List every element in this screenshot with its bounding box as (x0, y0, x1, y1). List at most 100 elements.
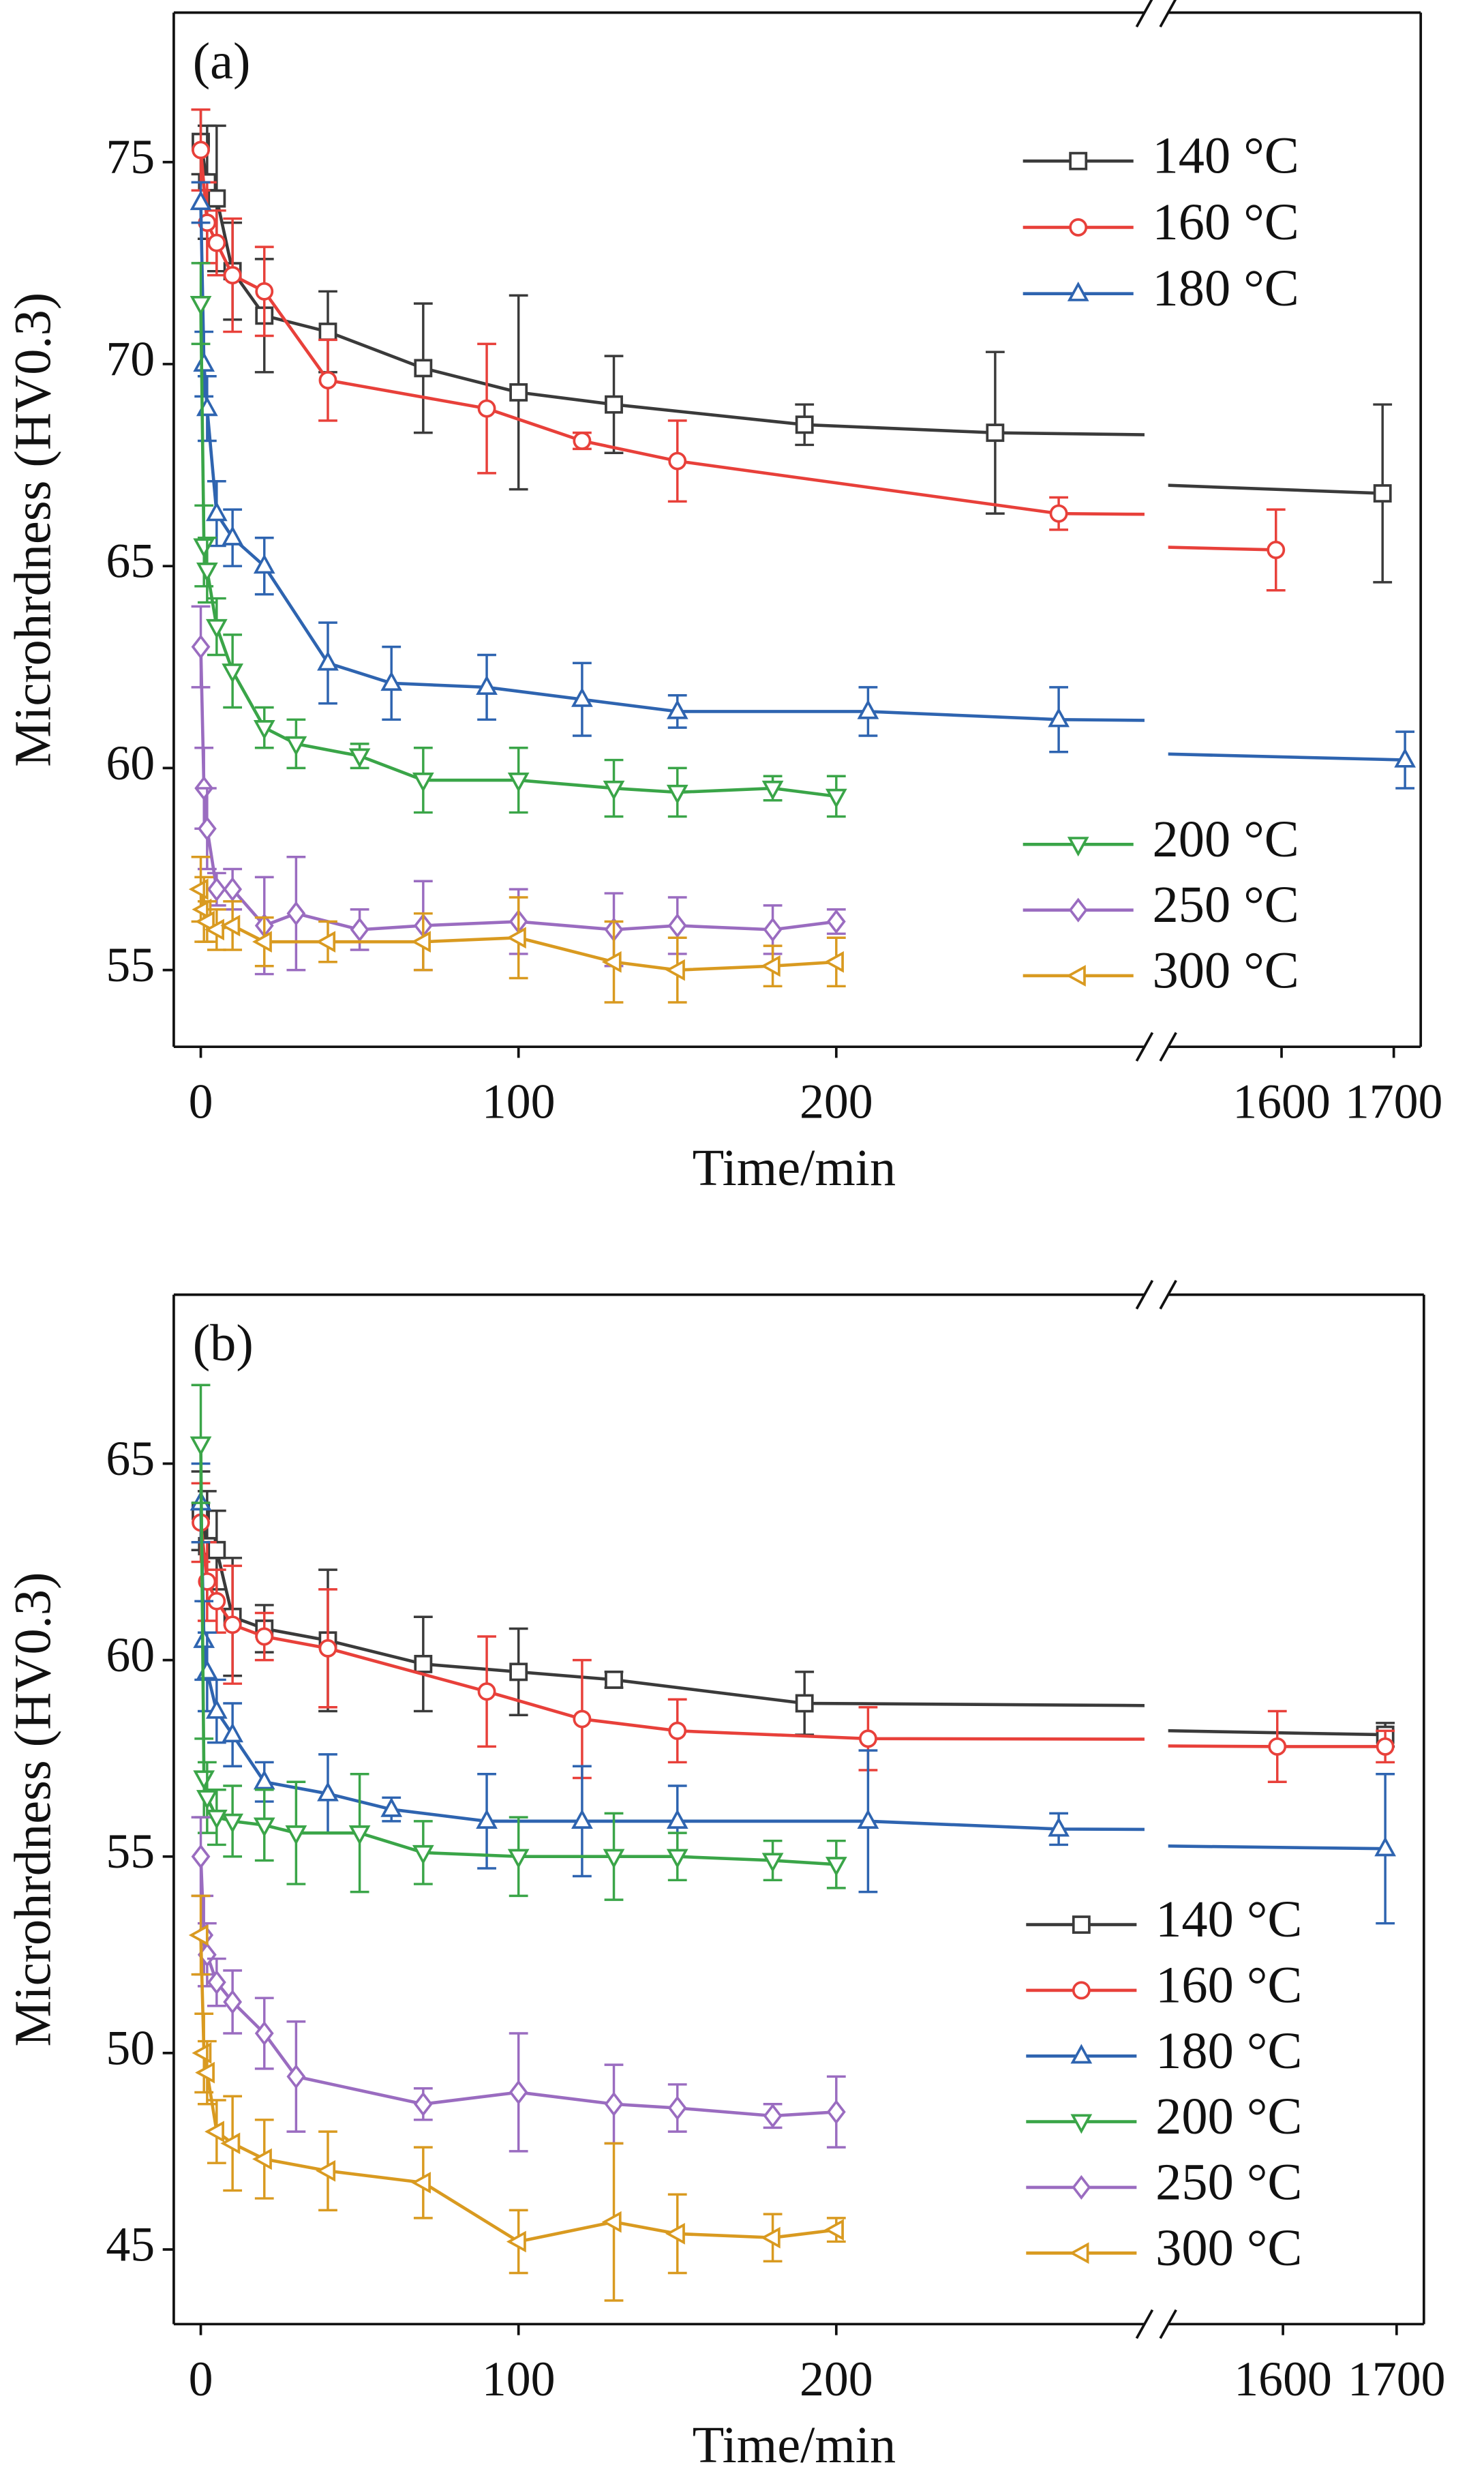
marker (222, 525, 244, 545)
legend-label: 140 °C (1155, 1890, 1302, 1948)
marker (253, 554, 275, 574)
y-tick-label: 65 (106, 1431, 155, 1486)
legend-label: 300 °C (1155, 2219, 1302, 2277)
marker (193, 1770, 215, 1791)
marker (601, 951, 622, 973)
legend-label: 200 °C (1153, 810, 1299, 868)
marker (1374, 1836, 1396, 1857)
legend-label: 250 °C (1153, 876, 1299, 933)
marker (196, 562, 218, 582)
marker (190, 190, 212, 211)
marker (1069, 2242, 1089, 2264)
marker (190, 1436, 212, 1456)
marker (824, 2219, 844, 2241)
marker (571, 687, 593, 707)
marker (986, 423, 1005, 443)
marker (316, 2159, 336, 2182)
marker (414, 1654, 433, 1673)
legend-label: 300 °C (1153, 942, 1299, 1000)
x-tick-label: 100 (482, 2352, 556, 2406)
marker (603, 1849, 625, 1869)
y-tick-label: 45 (106, 2217, 155, 2271)
marker (476, 1809, 498, 1829)
legend-label: 160 °C (1153, 193, 1299, 251)
x-tick-label: 1700 (1345, 1075, 1443, 1129)
x-tick-label: 0 (189, 1075, 213, 1129)
marker (255, 1627, 274, 1646)
marker (1072, 2174, 1091, 2200)
marker (191, 1844, 211, 1869)
marker (318, 323, 337, 341)
marker (223, 1989, 243, 2015)
marker (1072, 1915, 1091, 1934)
marker (318, 371, 337, 390)
marker (666, 699, 688, 719)
marker (255, 282, 274, 301)
marker (1070, 2114, 1093, 2134)
marker (601, 2211, 622, 2233)
marker (205, 2121, 224, 2142)
marker (285, 1825, 307, 1845)
y-tick-label: 60 (106, 736, 155, 790)
marker (477, 399, 496, 418)
marker (205, 1809, 228, 1829)
marker (205, 918, 224, 941)
y-tick-label: 55 (106, 1824, 155, 1879)
marker (412, 773, 434, 792)
marker (205, 1699, 228, 1719)
marker (666, 784, 688, 805)
x-tick-label: 1600 (1234, 2352, 1332, 2406)
marker (254, 2020, 274, 2046)
marker (667, 2095, 687, 2121)
marker (668, 1721, 687, 1740)
marker (507, 773, 530, 792)
marker (207, 1970, 226, 1995)
y-tick-label: 60 (106, 1628, 155, 1682)
marker (1048, 1816, 1070, 1837)
marker (666, 1809, 688, 1829)
marker (509, 2080, 528, 2105)
axis-break-mark (1135, 0, 1153, 28)
marker (604, 2091, 624, 2117)
marker (191, 634, 211, 659)
marker (348, 1825, 371, 1845)
x-tick-label: 100 (482, 1075, 556, 1129)
marker (253, 720, 275, 740)
marker (826, 2099, 846, 2125)
axis-break-mark (1135, 1279, 1154, 1310)
line (199, 202, 1145, 722)
y-tick-label: 55 (106, 938, 155, 992)
legend-label: 180 °C (1155, 2022, 1302, 2080)
y-tick-label: 50 (106, 2020, 155, 2075)
marker (207, 877, 226, 902)
marker (1067, 837, 1089, 857)
marker (253, 1769, 275, 1790)
marker (1267, 541, 1286, 559)
marker (318, 1639, 337, 1658)
legend-label: 180 °C (1153, 259, 1299, 317)
marker (760, 955, 781, 977)
marker (1068, 897, 1088, 923)
marker (824, 951, 844, 973)
marker (509, 1662, 528, 1681)
marker (1394, 747, 1416, 768)
marker (506, 2230, 526, 2253)
marker (205, 501, 228, 522)
marker (380, 1797, 403, 1817)
marker (760, 2226, 781, 2249)
marker (857, 699, 879, 719)
marker (220, 2132, 241, 2155)
marker (196, 1660, 218, 1680)
marker (667, 913, 687, 938)
marker (1048, 707, 1070, 728)
marker (205, 618, 228, 639)
y-tick-label: 70 (106, 331, 155, 386)
marker (207, 1540, 226, 1559)
y-axis-label: Microhrdness (HV0.3) (3, 293, 61, 767)
marker (195, 910, 215, 933)
marker (252, 931, 272, 953)
y-axis-label: Microhrdness (HV0.3) (3, 1572, 61, 2047)
marker (857, 1809, 879, 1829)
axis-break-mark (1135, 2309, 1154, 2339)
